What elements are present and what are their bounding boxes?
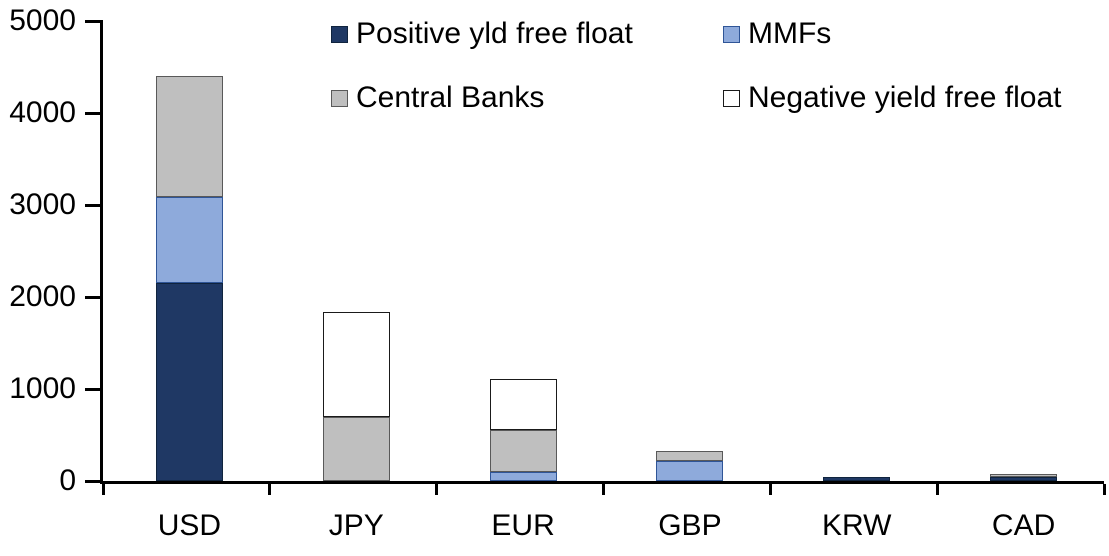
bar-segment-gbp-mmfs — [656, 460, 724, 481]
y-tick-label: 2000 — [9, 280, 76, 313]
legend-swatch-central-banks — [331, 89, 348, 107]
bar-segment-eur-central-banks — [489, 430, 557, 472]
y-tick-mark — [85, 388, 100, 391]
legend-label-negative-yield-free-float: Negative yield free float — [748, 81, 1062, 114]
bar-segment-eur-negative-yield-free-float — [489, 378, 557, 431]
bar-segment-usd-mmfs — [155, 196, 223, 284]
legend-item-mmfs: MMFs — [723, 17, 831, 51]
bar-segment-jpy-central-banks — [322, 416, 390, 481]
y-tick-mark — [85, 112, 100, 115]
x-axis-line — [100, 481, 1104, 484]
bar-segment-cad-positive-yld-free-float — [990, 477, 1058, 481]
legend-swatch-negative-yield-free-float — [723, 89, 740, 107]
y-axis-line — [100, 20, 103, 484]
bar-segment-usd-central-banks — [155, 76, 223, 197]
bar-segment-gbp-central-banks — [656, 450, 724, 461]
bar-segment-cad-central-banks — [990, 474, 1058, 478]
x-category-label: USD — [157, 509, 222, 542]
y-tick-label: 4000 — [9, 96, 76, 129]
legend-item-negative-yield-free-float: Negative yield free float — [723, 81, 1062, 115]
legend-item-central-banks: Central Banks — [331, 81, 544, 115]
y-tick-label: 3000 — [9, 188, 76, 221]
bar-segment-jpy-negative-yield-free-float — [322, 311, 390, 417]
legend-label-positive-yld-free-float: Positive yld free float — [356, 17, 633, 50]
x-tick-mark — [268, 484, 272, 495]
y-tick-mark — [85, 20, 100, 23]
bar-segment-eur-mmfs — [489, 471, 557, 481]
bar-segment-krw-positive-yld-free-float — [823, 476, 891, 481]
x-tick-mark — [935, 484, 939, 495]
y-tick-label: 0 — [59, 464, 76, 497]
legend-swatch-mmfs — [723, 25, 740, 43]
legend-swatch-positive-yld-free-float — [331, 25, 348, 43]
legend-label-central-banks: Central Banks — [356, 81, 545, 114]
y-tick-mark — [85, 204, 100, 207]
x-tick-mark — [602, 484, 605, 495]
x-category-label: EUR — [491, 509, 555, 542]
y-tick-mark — [85, 296, 100, 299]
x-category-label: JPY — [328, 509, 384, 542]
x-category-label: KRW — [822, 509, 892, 542]
y-tick-label: 1000 — [9, 372, 76, 405]
legend-label-mmfs: MMFs — [748, 17, 832, 50]
x-tick-mark — [1102, 484, 1106, 495]
x-tick-mark — [768, 484, 772, 495]
x-category-label: GBP — [658, 509, 722, 542]
y-tick-mark — [85, 480, 100, 483]
bar-segment-usd-positive-yld-free-float — [155, 283, 223, 481]
legend-item-positive-yld-free-float: Positive yld free float — [331, 17, 633, 51]
x-tick-mark — [101, 484, 105, 495]
x-category-label: CAD — [991, 509, 1056, 542]
y-tick-label: 5000 — [9, 4, 76, 37]
x-tick-mark — [435, 484, 439, 495]
